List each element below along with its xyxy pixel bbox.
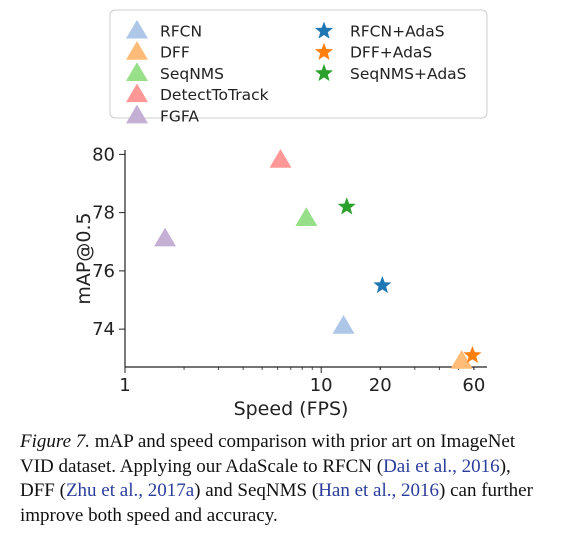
legend-label-seqnms: SeqNMS — [160, 65, 224, 83]
legend-box — [109, 9, 488, 119]
legend-marker-rfcn — [126, 19, 148, 39]
caption-text-3: ) and SeqNMS ( — [194, 480, 319, 501]
caption-text-1: mAP and speed comparison with prior art … — [20, 431, 516, 477]
figure-caption: Figure 7. mAP and speed comparison with … — [20, 430, 550, 528]
point-rfcn-adas — [373, 275, 392, 294]
legend-marker-detecttotrack — [126, 83, 148, 103]
caption-text-2: ), DFF ( — [20, 455, 511, 502]
legend-marker-seqnms — [126, 62, 148, 81]
point-detecttotrack — [269, 149, 292, 168]
y-tick-label: 78 — [92, 203, 115, 224]
x-tick-label: 20 — [369, 375, 392, 396]
point-seqnms — [295, 207, 318, 227]
legend-label-dff-adas: DFF+AdaS — [350, 44, 432, 62]
legend-label-fgfa: FGFA — [160, 107, 199, 125]
legend-marker-rfcn-adas — [314, 21, 334, 39]
legend: RFCN DFF SeqNMS DetectToTrack FGFA RFCN+AdaS D… — [126, 19, 467, 125]
point-seqnms-adas — [337, 197, 356, 215]
legend-marker-fgfa — [126, 104, 148, 124]
y-tick-label: 74 — [92, 319, 115, 340]
legend-label-detecttotrack: DetectToTrack — [160, 86, 269, 104]
point-dff-adas — [463, 345, 482, 364]
citation-han-2016[interactable]: Han et al., 2016 — [318, 480, 440, 501]
point-rfcn — [332, 315, 355, 334]
x-tick-label: 1 — [119, 375, 130, 396]
x-tick-label: 60 — [462, 375, 485, 396]
figure-label: Figure 7. — [20, 431, 91, 452]
x-tick-label: 10 — [310, 375, 333, 396]
plot-area: 1 10 20 60 74 76 78 80 Speed (FPS) mAP@0.5 — [73, 144, 487, 420]
legend-marker-dff-adas — [314, 42, 334, 60]
legend-label-dff: DFF — [160, 44, 190, 62]
point-dff — [450, 350, 473, 369]
citation-dai-2016[interactable]: Dai et al., 2016 — [383, 455, 500, 477]
y-tick-label: 76 — [92, 261, 115, 282]
legend-label-rfcn: RFCN — [160, 23, 202, 41]
legend-label-rfcn-adas: RFCN+AdaS — [350, 23, 445, 41]
citation-zhu-2017a[interactable]: Zhu et al., 2017a — [65, 480, 195, 501]
caption-text-4: ) can further improve both speed and acc… — [20, 480, 533, 526]
legend-marker-seqnms-adas — [314, 63, 334, 82]
scatter-chart: RFCN DFF SeqNMS DetectToTrack FGFA RFCN+AdaS D… — [73, 9, 488, 420]
y-axis-label: mAP@0.5 — [73, 212, 95, 304]
legend-marker-dff — [126, 41, 148, 60]
y-tick-label: 80 — [92, 144, 115, 165]
x-axis-label: Speed (FPS) — [234, 398, 349, 420]
legend-label-seqnms-adas: SeqNMS+AdaS — [350, 65, 467, 83]
point-fgfa — [154, 227, 177, 247]
